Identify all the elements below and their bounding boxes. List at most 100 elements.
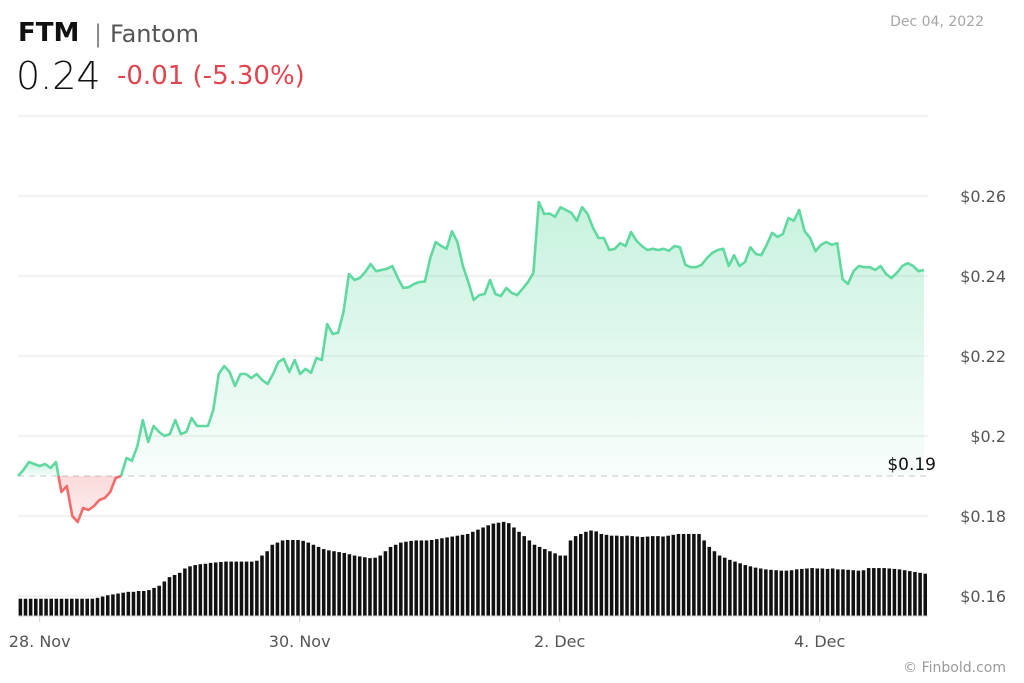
volume-bar <box>568 540 573 616</box>
volume-bar <box>368 558 372 616</box>
volume-bar <box>728 559 732 616</box>
volume-bar <box>219 562 223 616</box>
volume-bar <box>404 541 408 616</box>
volume-bar <box>517 531 521 616</box>
volume-bar <box>815 568 820 616</box>
volume-bar <box>645 536 650 616</box>
volume-bar <box>435 539 439 616</box>
volume-bar <box>111 594 115 616</box>
volume-bar <box>774 570 778 616</box>
volume-bar <box>578 533 583 616</box>
volume-bar <box>620 536 624 616</box>
x-tick-label: 2. Dec <box>534 632 585 651</box>
volume-bar <box>743 565 748 616</box>
volume-bar <box>820 568 825 616</box>
volume-bar <box>90 598 95 616</box>
volume-bar <box>532 544 537 616</box>
x-tick-label: 30. Nov <box>269 632 331 651</box>
volume-bar <box>753 567 758 616</box>
volume-bar <box>54 598 59 616</box>
volume-bar <box>686 533 691 616</box>
volume-bar <box>779 570 784 616</box>
y-tick-label: $0.26 <box>960 187 1006 206</box>
price-area-up <box>121 202 925 476</box>
volume-bar <box>157 585 161 616</box>
volume-bar <box>34 598 38 616</box>
volume-bar <box>203 563 208 616</box>
volume-bar <box>162 581 167 616</box>
volume-bar <box>527 540 532 616</box>
volume-bar <box>265 551 269 616</box>
volume-bar <box>419 540 424 616</box>
volume-bar <box>224 561 228 616</box>
volume-bar <box>738 563 742 616</box>
volume-bar <box>553 553 557 616</box>
volume-bar <box>260 555 264 616</box>
volume-bar <box>800 568 804 616</box>
volume-bar <box>126 591 131 616</box>
asset-symbol: FTM <box>18 18 80 48</box>
y-tick-label: $0.18 <box>960 507 1006 526</box>
volume-bar <box>486 525 490 616</box>
volume-bar <box>80 598 84 616</box>
volume-bar <box>825 568 830 616</box>
volume-bar <box>70 598 74 616</box>
volume-bar <box>311 544 316 616</box>
volume-bar <box>352 555 357 616</box>
price-line-up <box>119 200 925 477</box>
volume-bar <box>722 557 727 616</box>
volume-bar <box>172 574 177 616</box>
volume-bar <box>255 560 259 616</box>
volume-bar <box>188 566 192 616</box>
volume-bar <box>95 597 100 616</box>
volume-bar <box>501 521 506 616</box>
volume-bar <box>229 561 233 616</box>
volume-bar <box>666 535 670 616</box>
volume-bar <box>249 561 254 616</box>
volume-bar <box>630 536 634 616</box>
volume-bar <box>471 531 475 616</box>
volume-bar <box>476 529 480 616</box>
volume-bar <box>758 568 763 616</box>
volume-bar <box>106 595 110 616</box>
volume-bar <box>681 533 686 616</box>
volume-bar <box>702 540 706 616</box>
volume-bar <box>866 568 871 616</box>
volume-bar <box>64 598 69 616</box>
volume-bar <box>496 522 501 616</box>
volume-bar <box>213 562 218 616</box>
volume-bar <box>193 565 197 616</box>
volume-bar <box>656 536 660 616</box>
y-tick-label: $0.2 <box>970 427 1006 446</box>
price-change: -0.01 (-5.30%) <box>117 61 305 91</box>
baseline-label: $0.19 <box>887 455 936 475</box>
volume-bar <box>877 568 881 616</box>
volume-bar <box>316 546 321 616</box>
volume-bar <box>789 570 794 616</box>
volume-bar <box>383 551 388 616</box>
volume-bar <box>692 533 696 616</box>
volume-bar <box>640 536 645 616</box>
volume-bar <box>661 536 665 616</box>
volume-bar <box>18 598 23 616</box>
volume-bar <box>908 571 912 616</box>
volume-bar <box>301 540 305 616</box>
volume-bar <box>512 527 516 616</box>
volume-bar <box>59 598 64 616</box>
volume-bar <box>892 568 897 616</box>
volume-bar <box>625 535 629 616</box>
volume-bar <box>239 561 244 616</box>
chart-date: Dec 04, 2022 <box>890 14 984 30</box>
volume-bar <box>846 569 850 616</box>
volume-bar <box>100 596 105 616</box>
price-area-down <box>58 476 122 522</box>
volume-bar <box>604 534 609 616</box>
volume-bar <box>841 569 845 616</box>
volume-bar <box>697 533 701 616</box>
volume-bar <box>614 535 619 616</box>
volume-bar <box>856 570 861 616</box>
volume-bar <box>836 569 840 616</box>
header-separator: | <box>94 20 103 48</box>
volume-bar <box>131 591 136 616</box>
volume-bar <box>136 590 141 616</box>
